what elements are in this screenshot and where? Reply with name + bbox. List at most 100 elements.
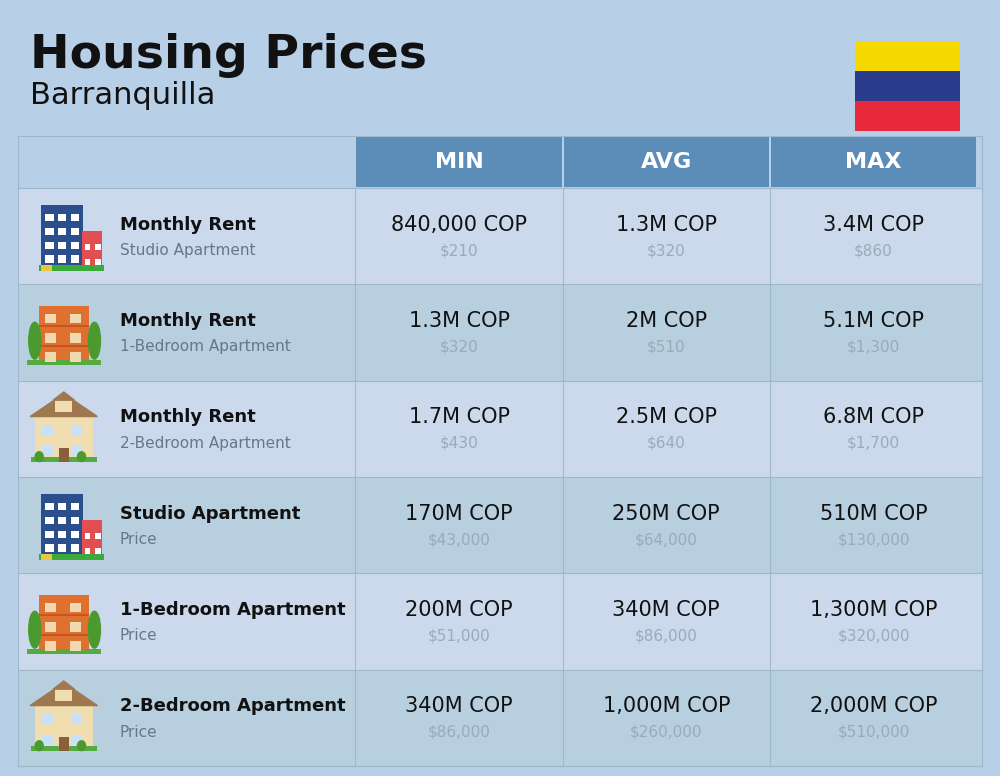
Bar [39, 265, 104, 271]
Bar [18, 477, 982, 573]
Bar [71, 446, 82, 456]
Bar [71, 545, 79, 552]
Text: $430: $430 [440, 436, 478, 451]
Text: Monthly Rent: Monthly Rent [120, 216, 255, 234]
Bar [35, 705, 93, 750]
Bar [45, 517, 54, 524]
Bar [45, 214, 54, 221]
Bar [855, 71, 960, 101]
Bar [71, 424, 82, 435]
Text: 1.3M COP: 1.3M COP [616, 215, 717, 234]
Text: 340M COP: 340M COP [405, 696, 513, 716]
Bar [35, 417, 93, 462]
Text: $510,000: $510,000 [837, 725, 910, 740]
Text: Price: Price [120, 725, 157, 740]
Bar [85, 533, 90, 539]
Bar [41, 205, 83, 271]
Text: Price: Price [120, 629, 157, 643]
Text: 340M COP: 340M COP [612, 600, 720, 620]
Bar [18, 381, 982, 477]
Bar [39, 633, 89, 636]
Bar [45, 314, 56, 324]
Bar [39, 307, 89, 365]
Text: 1,000M COP: 1,000M COP [603, 696, 730, 716]
Bar [45, 603, 56, 612]
Bar [71, 517, 79, 524]
Bar [55, 689, 72, 702]
Bar [18, 136, 355, 188]
Text: 2M COP: 2M COP [626, 311, 707, 331]
Bar [58, 531, 66, 538]
Bar [95, 533, 101, 539]
Text: $86,000: $86,000 [635, 629, 698, 643]
Bar [71, 255, 79, 263]
Text: $43,000: $43,000 [428, 532, 490, 547]
Bar [564, 137, 769, 187]
Text: MIN: MIN [435, 152, 483, 172]
Text: Barranquilla: Barranquilla [30, 81, 215, 110]
Text: 5.1M COP: 5.1M COP [823, 311, 924, 331]
Ellipse shape [88, 611, 100, 648]
Bar [42, 424, 53, 435]
Bar [58, 545, 66, 552]
Bar [95, 244, 101, 250]
Bar [58, 214, 66, 221]
Text: $320,000: $320,000 [837, 629, 910, 643]
Polygon shape [53, 681, 74, 689]
Ellipse shape [88, 322, 100, 359]
Bar [41, 494, 83, 559]
Text: $1,700: $1,700 [847, 436, 900, 451]
Bar [45, 503, 54, 511]
Ellipse shape [77, 741, 86, 750]
Text: $640: $640 [647, 436, 686, 451]
Text: 170M COP: 170M COP [405, 504, 513, 524]
Bar [45, 545, 54, 552]
Bar [70, 641, 81, 651]
Text: AVG: AVG [641, 152, 692, 172]
Bar [82, 231, 102, 271]
Bar [70, 603, 81, 612]
Bar [41, 554, 52, 559]
Text: 1.3M COP: 1.3M COP [409, 311, 510, 331]
Text: Housing Prices: Housing Prices [30, 33, 427, 78]
Bar [71, 242, 79, 249]
Bar [31, 456, 97, 462]
Bar [39, 554, 104, 559]
Bar [85, 548, 90, 553]
Text: 1-Bedroom Apartment: 1-Bedroom Apartment [120, 601, 345, 619]
Bar [95, 258, 101, 265]
Bar [71, 714, 82, 723]
Bar [45, 255, 54, 263]
Bar [45, 531, 54, 538]
Bar [59, 737, 69, 750]
Bar [58, 517, 66, 524]
Bar [18, 284, 982, 381]
Text: 1-Bedroom Apartment: 1-Bedroom Apartment [120, 339, 290, 355]
Bar [70, 333, 81, 342]
Text: 3.4M COP: 3.4M COP [823, 215, 924, 234]
Text: 2-Bedroom Apartment: 2-Bedroom Apartment [120, 436, 290, 451]
Bar [18, 188, 982, 284]
Bar [71, 214, 79, 221]
Text: MAX: MAX [845, 152, 902, 172]
Bar [82, 520, 102, 559]
Text: Monthly Rent: Monthly Rent [120, 408, 255, 426]
Bar [70, 352, 81, 362]
Text: 1,300M COP: 1,300M COP [810, 600, 937, 620]
Bar [855, 41, 960, 71]
Bar [39, 325, 89, 327]
Text: $510: $510 [647, 339, 686, 355]
Text: $130,000: $130,000 [837, 532, 910, 547]
Text: 840,000 COP: 840,000 COP [391, 215, 527, 234]
Bar [55, 400, 72, 413]
Bar [356, 137, 562, 187]
Bar [39, 614, 89, 616]
Text: $860: $860 [854, 243, 893, 258]
Text: 2-Bedroom Apartment: 2-Bedroom Apartment [120, 698, 345, 715]
Bar [41, 265, 52, 271]
Bar [58, 228, 66, 235]
Bar [70, 314, 81, 324]
Bar [855, 101, 960, 131]
Bar [39, 345, 89, 347]
Bar [31, 746, 97, 750]
